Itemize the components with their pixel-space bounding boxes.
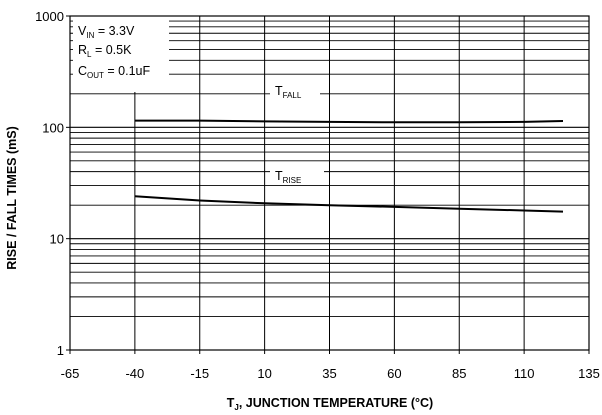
y-tick-label: 100 (42, 120, 64, 135)
series-label-trise: TRISE (270, 167, 324, 185)
condition-cout: COUT = 0.1uF (78, 64, 150, 80)
series-line-trise (134, 195, 564, 213)
x-tick-label: 135 (578, 366, 600, 381)
y-tick-label: 10 (50, 232, 64, 247)
x-tick-labels: -65 -40 -15 10 35 60 85 110 135 (61, 366, 600, 381)
condition-rl: RL = 0.5K (78, 43, 132, 59)
x-tick-label: 110 (514, 366, 535, 381)
series-lines (134, 119, 564, 213)
y-tick-label: 1 (57, 343, 64, 358)
y-axis-title: RISE / FALL TIMES (mS) (5, 126, 19, 270)
svg-text:TRISE: TRISE (275, 169, 301, 185)
x-tick-label: -40 (125, 366, 144, 381)
condition-vin: VIN = 3.3V (78, 24, 135, 40)
series-line-tfall (134, 119, 564, 124)
svg-text:TFALL: TFALL (275, 84, 302, 100)
x-tick-label: 35 (322, 366, 336, 381)
x-tick-label: 85 (452, 366, 466, 381)
x-tick-label: -15 (190, 366, 209, 381)
x-axis-title: TJ, JUNCTION TEMPERATURE (°C) (227, 396, 433, 412)
y-tick-label: 1000 (35, 9, 64, 24)
x-tick-label: 10 (257, 366, 271, 381)
x-tick-label: 60 (387, 366, 401, 381)
y-tick-labels: 1 10 100 1000 (35, 9, 64, 358)
series-label-tfall: TFALL (270, 82, 320, 100)
plot-frame (66, 15, 590, 354)
x-tick-label: -65 (61, 366, 80, 381)
conditions-box: VIN = 3.3V RL = 0.5K COUT = 0.1uF (73, 16, 169, 92)
